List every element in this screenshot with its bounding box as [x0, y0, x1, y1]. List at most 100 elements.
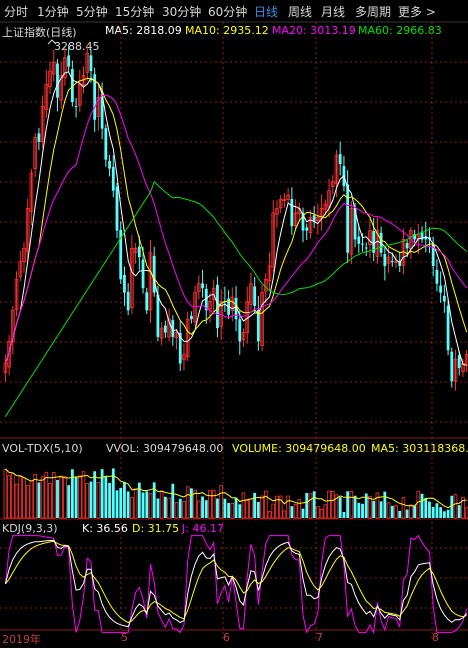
volume-bar-down [390, 505, 394, 518]
kdj-k-label: K: 36.56 [82, 522, 128, 535]
volume-bar-down [93, 471, 97, 518]
tab-6[interactable]: 日线 [254, 5, 279, 19]
ma5-label: MA5: 2818.09 [105, 24, 182, 37]
candle-down [201, 283, 204, 289]
tab-7[interactable]: 周线 [288, 5, 313, 19]
volume-bar-up [219, 485, 223, 519]
candle-up [48, 70, 52, 88]
volume-bar-up [249, 498, 253, 519]
tab-5[interactable]: 60分钟 [208, 5, 248, 19]
volume-bar-up [416, 490, 421, 519]
volume-bar-down [227, 503, 230, 518]
volume-bar-down [450, 495, 454, 518]
volume-bar-up [44, 471, 49, 519]
volume-bar-down [216, 498, 219, 518]
volume-bar-up [11, 473, 15, 519]
volume-bar-up [275, 495, 279, 519]
tab-1[interactable]: 1分钟 [37, 5, 69, 19]
volume-bar-up [319, 508, 324, 519]
kdj-d-line [5, 540, 467, 624]
volume-bar-up [293, 503, 298, 519]
candle-up [241, 332, 246, 340]
candle-down [312, 215, 316, 222]
volume-bar-up [185, 486, 190, 519]
candle-down [216, 284, 219, 329]
volume-bar-down [201, 496, 204, 518]
volume-bar-up [349, 491, 354, 519]
candle-down [100, 94, 104, 129]
volume-bar-up [182, 501, 186, 519]
tab-2[interactable]: 5分钟 [76, 5, 108, 19]
volume-bar-up [368, 495, 372, 519]
volume-bar-down [372, 500, 376, 518]
volume-bar-up [327, 490, 331, 519]
volume-bar-down [67, 485, 71, 518]
period-tabs: 分时 1分钟 5分钟 15分钟 30分钟 60分钟 日线 周线 月线 多周期 更多 > [0, 0, 468, 22]
volume-bar-up [96, 481, 101, 519]
ma60-label: MA60: 2966.83 [358, 24, 442, 37]
candle-down [74, 106, 78, 108]
volume-bar-down [364, 493, 368, 518]
tab-0[interactable]: 分时 [4, 5, 29, 19]
volume-bar-up [461, 496, 465, 519]
candle-up [167, 318, 171, 338]
volume-bar-up [18, 476, 23, 519]
candle-down [238, 319, 242, 342]
volume-bar-up [3, 468, 8, 519]
volume-bar-down [171, 483, 175, 518]
volume-bar-up [33, 474, 37, 519]
volume-bar-down [238, 504, 242, 518]
candle-up [230, 296, 235, 311]
ma10-label: MA10: 2935.12 [185, 24, 269, 37]
x-axis-label-jun: 6 [223, 631, 230, 644]
candle-down [439, 285, 443, 293]
tab-3[interactable]: 15分钟 [115, 5, 155, 19]
kdj-d-label: D: 31.75 [132, 522, 180, 535]
candle-up [33, 137, 37, 170]
candle-down [70, 69, 74, 103]
volume-bar-down [353, 495, 357, 518]
candle-up [63, 57, 67, 79]
candle-up [249, 283, 253, 305]
candle-up [267, 265, 272, 282]
candle-up [349, 208, 354, 255]
candle-down [364, 247, 368, 249]
x-axis-label-year: 2019年 [2, 633, 41, 646]
kdj-j-line [4, 534, 468, 635]
volume-bar-up [85, 482, 90, 519]
volume-bar-down [145, 491, 149, 518]
candle-up [174, 332, 179, 339]
volume-bar-down [301, 508, 305, 518]
candle-up [271, 212, 276, 268]
tab-4[interactable]: 30分钟 [162, 5, 202, 19]
volume-bar-up [286, 495, 290, 519]
volume-bar-down [342, 511, 346, 518]
x-axis-label-jul: 7 [316, 631, 323, 644]
candle-up [18, 261, 23, 278]
candle-down [424, 236, 428, 240]
candle-down [126, 291, 130, 311]
volume-bar-down [137, 482, 141, 518]
tab-10[interactable]: 更多 > [398, 5, 436, 19]
tab-9[interactable]: 多周期 [355, 5, 392, 19]
volume-bar-up [323, 504, 328, 519]
volume-bar-down [357, 502, 361, 518]
volume-bar-down [379, 501, 383, 518]
volume-bar-down [312, 491, 316, 518]
candle-up [78, 83, 82, 106]
volume-bar-up [282, 510, 287, 519]
volume-bar-down [141, 492, 145, 518]
volume-bar-up [29, 480, 34, 519]
volume-bar-down [56, 479, 59, 518]
candle-down [398, 261, 402, 267]
candle-up [182, 354, 186, 361]
candle-down [89, 55, 93, 72]
volume-bar-down [123, 482, 126, 518]
candle-up [260, 292, 264, 346]
candle-down [137, 246, 141, 258]
volume-bar-down [37, 482, 41, 518]
tab-8[interactable]: 月线 [321, 5, 346, 19]
candle-up [22, 247, 26, 263]
candle-up [334, 154, 339, 184]
